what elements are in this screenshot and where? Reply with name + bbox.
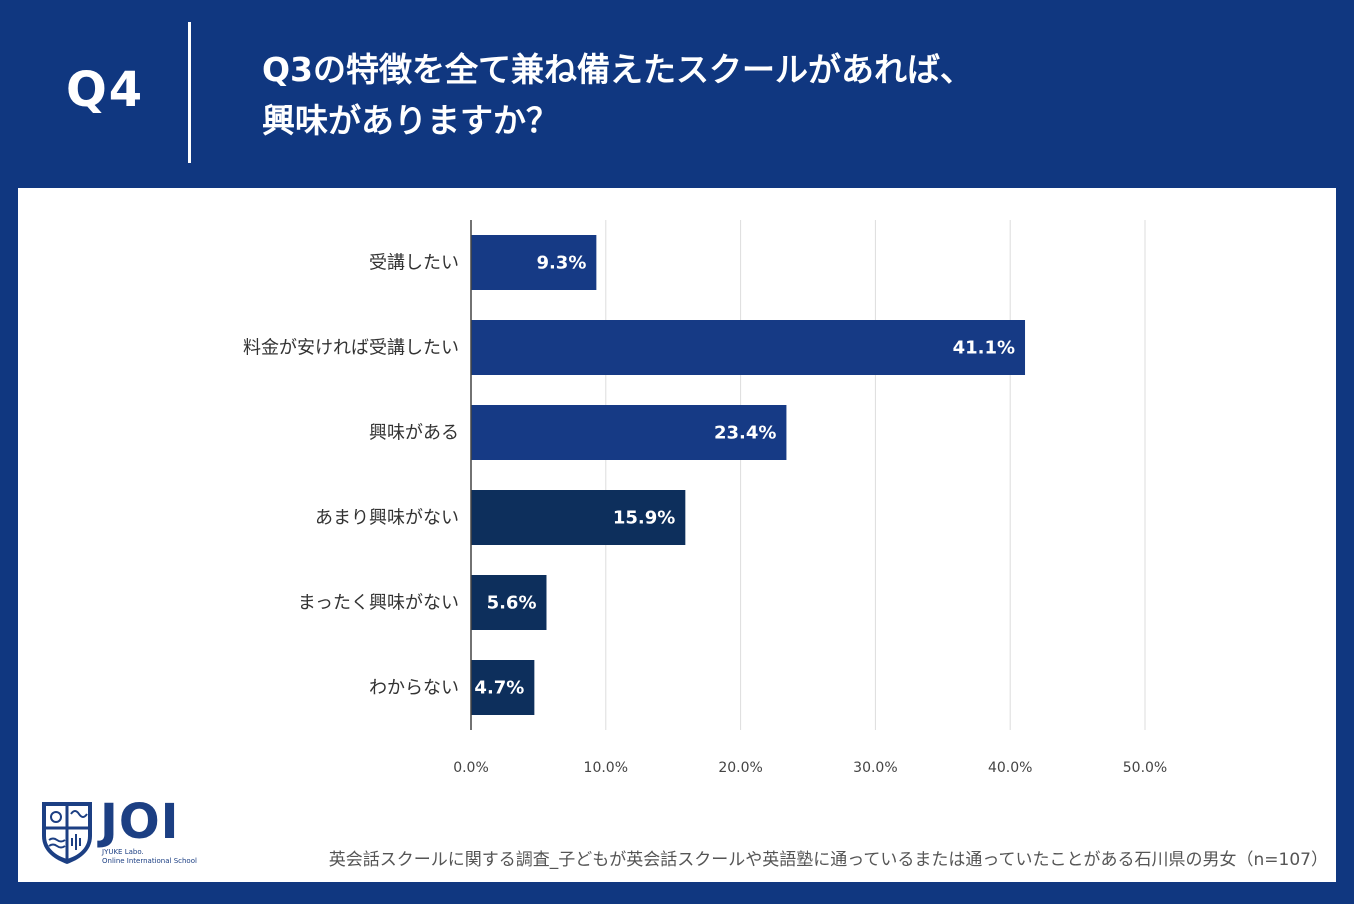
- bar-value-label: 15.9%: [613, 508, 675, 529]
- bar-value-label: 23.4%: [714, 423, 776, 444]
- x-tick-label: 10.0%: [584, 760, 628, 776]
- bar-chart: 0.0% 10.0% 20.0% 30.0% 40.0% 50.0% 9.3% 受講したい 41…: [243, 220, 1167, 776]
- category-label: 受講したい: [369, 253, 459, 274]
- bar: [471, 235, 597, 290]
- header: Q4 Q3の特徴を全て兼ね備えたスクールがあれば、 興味がありますか？: [0, 0, 1354, 188]
- question-line-1: Q3の特徴を全て兼ね備えたスクールがあれば、: [262, 50, 974, 89]
- bar-value-label: 9.3%: [536, 253, 586, 274]
- question-line-2: 興味がありますか？: [262, 101, 559, 140]
- x-tick-label: 20.0%: [718, 760, 762, 776]
- x-tick-label: 0.0%: [453, 760, 489, 776]
- bar-value-label: 4.7%: [474, 678, 524, 699]
- question-text: Q3の特徴を全て兼ね備えたスクールがあれば、 興味がありますか？: [262, 44, 1302, 146]
- logo-subtitle-1: JYUKE Labo.: [102, 848, 144, 856]
- category-label: 興味がある: [369, 423, 459, 444]
- category-label: あまり興味がない: [315, 508, 459, 529]
- bar: [471, 660, 535, 715]
- header-divider: [188, 22, 191, 163]
- x-tick-label: 50.0%: [1123, 760, 1167, 776]
- x-tick-label: 40.0%: [988, 760, 1032, 776]
- joi-logo: JOI JYUKE Labo. Online International Sch…: [38, 794, 208, 870]
- category-label: 料金が安ければ受講したい: [243, 338, 459, 359]
- bar: [471, 575, 547, 630]
- bar: [471, 320, 1026, 375]
- question-number: Q4: [66, 62, 145, 118]
- bar: [471, 490, 686, 545]
- bar-value-label: 41.1%: [953, 338, 1015, 359]
- category-label: わからない: [369, 678, 459, 699]
- category-label: まったく興味がない: [298, 593, 459, 614]
- chart-panel: 0.0% 10.0% 20.0% 30.0% 40.0% 50.0% 9.3% 受講したい 41…: [18, 188, 1336, 882]
- survey-footnote: 英会話スクールに関する調査_子どもが英会話スクールや英語塾に通っているまたは通っ…: [328, 850, 1328, 870]
- bar-value-label: 5.6%: [487, 593, 537, 614]
- shield-icon: [42, 802, 92, 864]
- bar: [471, 405, 787, 460]
- logo-word: JOI: [100, 794, 180, 850]
- logo-subtitle-2: Online International School: [102, 857, 197, 865]
- x-tick-label: 30.0%: [853, 760, 897, 776]
